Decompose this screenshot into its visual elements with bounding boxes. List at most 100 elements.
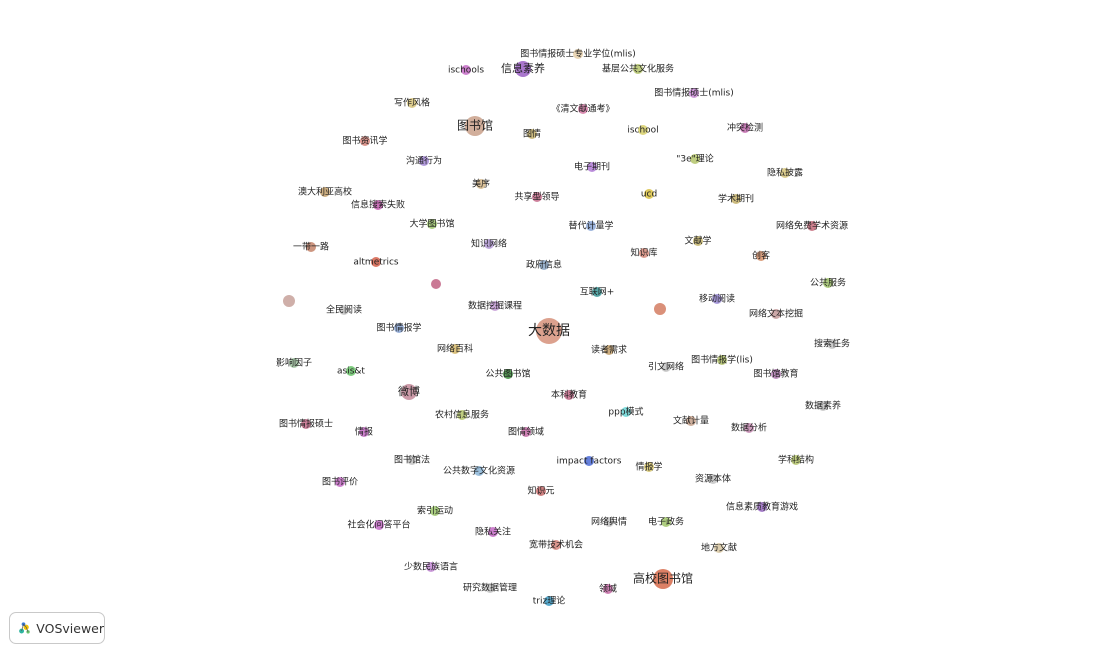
network-node[interactable]: impact factors <box>557 456 622 467</box>
node-circle[interactable] <box>465 116 485 136</box>
network-node[interactable]: 地方文献 <box>701 542 737 554</box>
network-node[interactable]: 引文网络 <box>648 361 684 373</box>
node-circle[interactable] <box>430 506 440 516</box>
vosviewer-brand-button[interactable]: VOSviewer <box>9 612 105 644</box>
unlabeled-node[interactable] <box>654 303 666 315</box>
node-circle[interactable] <box>301 419 311 429</box>
node-circle[interactable] <box>450 344 460 354</box>
network-node[interactable]: 索引运动 <box>417 505 453 517</box>
node-circle[interactable] <box>536 486 546 496</box>
network-node[interactable]: 大学图书馆 <box>409 218 454 230</box>
node-circle[interactable] <box>407 455 417 465</box>
node-circle[interactable] <box>771 369 781 379</box>
network-node[interactable]: 图书评价 <box>322 477 358 488</box>
network-node[interactable]: 替代计量学 <box>568 220 613 232</box>
network-node[interactable]: 图书情报学(lis) <box>691 354 753 366</box>
node-circle[interactable] <box>603 584 613 594</box>
network-node[interactable]: 冲突检测 <box>727 122 763 134</box>
node-circle[interactable] <box>521 427 531 437</box>
network-node[interactable]: 隐私关注 <box>475 526 511 538</box>
node-circle[interactable] <box>551 540 561 550</box>
network-node[interactable]: asis&t <box>337 366 365 377</box>
node-circle[interactable] <box>578 104 588 114</box>
network-node[interactable]: 图情 <box>523 128 541 140</box>
network-node[interactable]: 共享型领导 <box>514 191 559 203</box>
network-node[interactable]: 一带一路 <box>293 241 329 253</box>
node-circle[interactable] <box>661 362 671 372</box>
node-circle[interactable] <box>780 168 790 178</box>
node-circle[interactable] <box>490 301 500 311</box>
network-node[interactable]: 社会化问答平台 <box>347 519 410 531</box>
network-node[interactable]: 领域 <box>599 583 617 595</box>
network-node[interactable]: 宽带技术机会 <box>529 539 583 551</box>
node-circle[interactable] <box>485 583 495 593</box>
network-node[interactable]: triz理论 <box>533 595 565 607</box>
node-circle[interactable] <box>807 221 817 231</box>
node-circle[interactable] <box>401 384 417 400</box>
node-circle[interactable] <box>515 61 531 77</box>
network-node[interactable]: 公共服务 <box>810 277 846 289</box>
node-circle[interactable] <box>708 474 718 484</box>
network-node[interactable]: ischools <box>448 65 484 76</box>
network-node[interactable]: 情报 <box>355 426 373 438</box>
network-node[interactable]: 学术期刊 <box>718 193 754 205</box>
node-circle[interactable] <box>536 318 562 344</box>
node-circle[interactable] <box>633 64 643 74</box>
node-circle[interactable] <box>744 423 754 433</box>
network-node[interactable]: 图书资讯学 <box>342 135 387 147</box>
node-circle[interactable] <box>373 200 383 210</box>
network-node[interactable]: 文献学 <box>684 235 711 247</box>
node-circle[interactable] <box>731 194 741 204</box>
network-node[interactable]: 网络文本挖掘 <box>749 308 803 320</box>
network-node[interactable]: 信息素养 <box>501 61 545 77</box>
node-circle[interactable] <box>717 355 727 365</box>
network-node[interactable]: 数据挖掘课程 <box>468 300 522 312</box>
node-circle[interactable] <box>604 517 614 527</box>
node-circle[interactable] <box>484 239 494 249</box>
node-circle[interactable] <box>573 49 583 59</box>
unlabeled-node[interactable] <box>431 279 441 289</box>
node-circle[interactable] <box>359 427 369 437</box>
node-circle[interactable] <box>586 221 596 231</box>
node-circle[interactable] <box>335 477 345 487</box>
node-circle[interactable] <box>714 543 724 553</box>
node-circle[interactable] <box>827 339 837 349</box>
network-node[interactable]: ucd <box>641 189 657 200</box>
node-circle[interactable] <box>661 517 671 527</box>
network-node[interactable]: 高校图书馆 <box>633 569 693 589</box>
node-circle[interactable] <box>407 98 417 108</box>
network-node[interactable]: 研究数据管理 <box>463 582 517 594</box>
node-circle[interactable] <box>638 125 648 135</box>
network-node[interactable]: ppp模式 <box>608 406 643 418</box>
network-node[interactable]: 网络百科 <box>437 343 473 355</box>
node-circle[interactable] <box>686 416 696 426</box>
node-circle[interactable] <box>419 156 429 166</box>
node-circle[interactable] <box>503 369 513 379</box>
node-circle[interactable] <box>320 187 330 197</box>
network-node[interactable]: 美序 <box>472 178 490 190</box>
node-circle[interactable] <box>532 192 542 202</box>
network-node[interactable]: 网络免费学术资源 <box>776 220 848 232</box>
network-node[interactable]: 资源本体 <box>695 473 731 485</box>
network-node[interactable]: 隐私披露 <box>767 167 803 179</box>
network-node[interactable]: 沟通行为 <box>406 155 442 167</box>
node-circle[interactable] <box>461 65 471 75</box>
network-node[interactable]: 写作风格 <box>394 97 430 109</box>
network-node[interactable]: 大数据 <box>528 318 570 344</box>
node-circle[interactable] <box>621 407 631 417</box>
node-circle[interactable] <box>712 294 722 304</box>
network-node[interactable]: 数据素养 <box>805 400 841 412</box>
node-circle[interactable] <box>371 257 381 267</box>
node-circle[interactable] <box>394 323 404 333</box>
network-node[interactable]: 公共数字文化资源 <box>443 465 515 477</box>
network-node[interactable]: 知识网络 <box>471 238 507 250</box>
network-node[interactable]: 图书馆 <box>457 116 493 136</box>
network-node[interactable]: 政府信息 <box>526 259 562 271</box>
node-circle[interactable] <box>757 502 767 512</box>
network-node[interactable]: 读者需求 <box>591 344 627 356</box>
node-circle[interactable] <box>644 189 654 199</box>
node-circle[interactable] <box>539 260 549 270</box>
node-circle[interactable] <box>476 179 486 189</box>
